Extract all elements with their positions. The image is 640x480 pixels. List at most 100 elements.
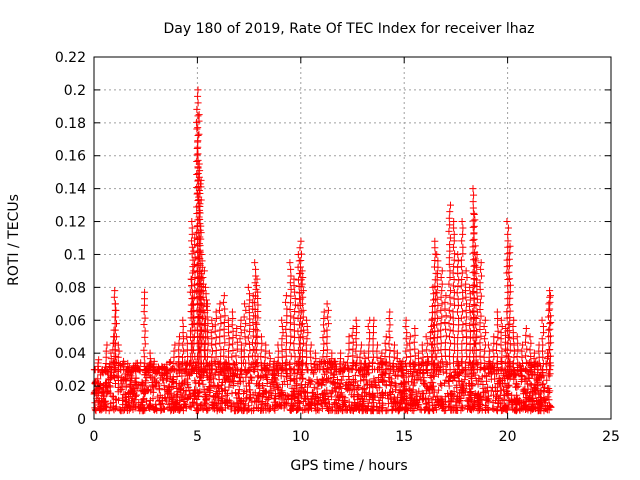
data-point [170, 347, 178, 355]
data-point [459, 333, 467, 341]
data-point [441, 305, 449, 313]
data-point [150, 357, 158, 365]
data-point [233, 325, 241, 332]
data-point [484, 341, 492, 349]
data-point [175, 333, 183, 341]
data-point [409, 400, 417, 408]
data-point [458, 237, 466, 245]
data-point [480, 364, 488, 372]
data-point [458, 275, 466, 283]
data-point [373, 353, 381, 361]
data-point [241, 300, 249, 308]
data-point [221, 359, 229, 367]
data-point [189, 314, 197, 322]
data-point [179, 322, 187, 330]
data-point [216, 339, 224, 347]
data-point [266, 355, 274, 363]
data-point [476, 305, 484, 313]
data-point [251, 279, 259, 287]
data-point [385, 327, 393, 335]
data-point [470, 222, 478, 230]
data-point [303, 316, 311, 324]
data-point [357, 359, 365, 367]
data-point [473, 263, 481, 271]
data-point [310, 384, 318, 392]
data-point [193, 125, 201, 133]
data-point [290, 314, 298, 322]
data-point [286, 305, 294, 313]
data-point [423, 403, 431, 411]
data-point [437, 326, 445, 334]
data-point [450, 263, 458, 271]
data-point [246, 386, 254, 394]
data-point [222, 397, 230, 405]
x-tick-label: 5 [193, 429, 202, 445]
data-point [328, 388, 336, 396]
data-point [204, 346, 212, 354]
data-point [202, 400, 210, 408]
data-point [447, 373, 455, 381]
data-point [300, 406, 308, 414]
data-point [333, 402, 341, 410]
data-point [432, 396, 440, 404]
data-point [459, 288, 467, 296]
data-point [140, 346, 148, 354]
data-point [384, 406, 392, 414]
data-point [437, 273, 445, 281]
data-point [544, 349, 552, 357]
data-point [477, 292, 485, 300]
data-point [188, 308, 196, 316]
data-point [526, 333, 534, 341]
data-point [204, 386, 212, 394]
data-point [489, 404, 497, 412]
data-point [252, 319, 260, 327]
data-point [140, 301, 148, 309]
data-point [497, 377, 505, 385]
data-point [458, 263, 466, 271]
data-point [315, 406, 323, 414]
data-point [253, 333, 261, 341]
data-point [287, 319, 295, 327]
data-point [346, 386, 354, 394]
data-point [208, 335, 216, 343]
data-point [135, 366, 143, 374]
data-point [168, 377, 176, 385]
data-point [178, 380, 186, 388]
data-point [387, 382, 395, 390]
data-point [497, 341, 505, 349]
data-point [112, 320, 120, 328]
data-point [471, 261, 479, 269]
data-point [296, 400, 304, 408]
data-point [232, 352, 240, 360]
data-point [319, 334, 327, 342]
data-point [296, 263, 304, 271]
data-point [237, 322, 245, 330]
data-point [278, 341, 286, 349]
data-point [143, 369, 151, 377]
data-point [534, 397, 542, 405]
data-point [258, 339, 266, 347]
data-point [237, 396, 245, 404]
data-point [306, 377, 314, 385]
data-point [458, 308, 466, 316]
data-point [446, 374, 454, 382]
data-point [471, 216, 479, 224]
data-point [538, 347, 546, 355]
data-point [386, 388, 394, 396]
data-point [320, 308, 328, 316]
data-point [344, 352, 352, 360]
data-point [498, 353, 506, 361]
data-point [142, 377, 150, 385]
data-point [164, 400, 172, 408]
data-point [159, 404, 167, 412]
data-point [527, 339, 535, 347]
data-point [179, 329, 187, 337]
data-point [363, 369, 371, 377]
data-point [447, 397, 455, 405]
data-point [176, 406, 184, 414]
data-point [502, 390, 510, 398]
data-point [269, 370, 277, 378]
data-point [494, 334, 502, 342]
data-point [470, 307, 478, 315]
data-point [298, 375, 306, 383]
